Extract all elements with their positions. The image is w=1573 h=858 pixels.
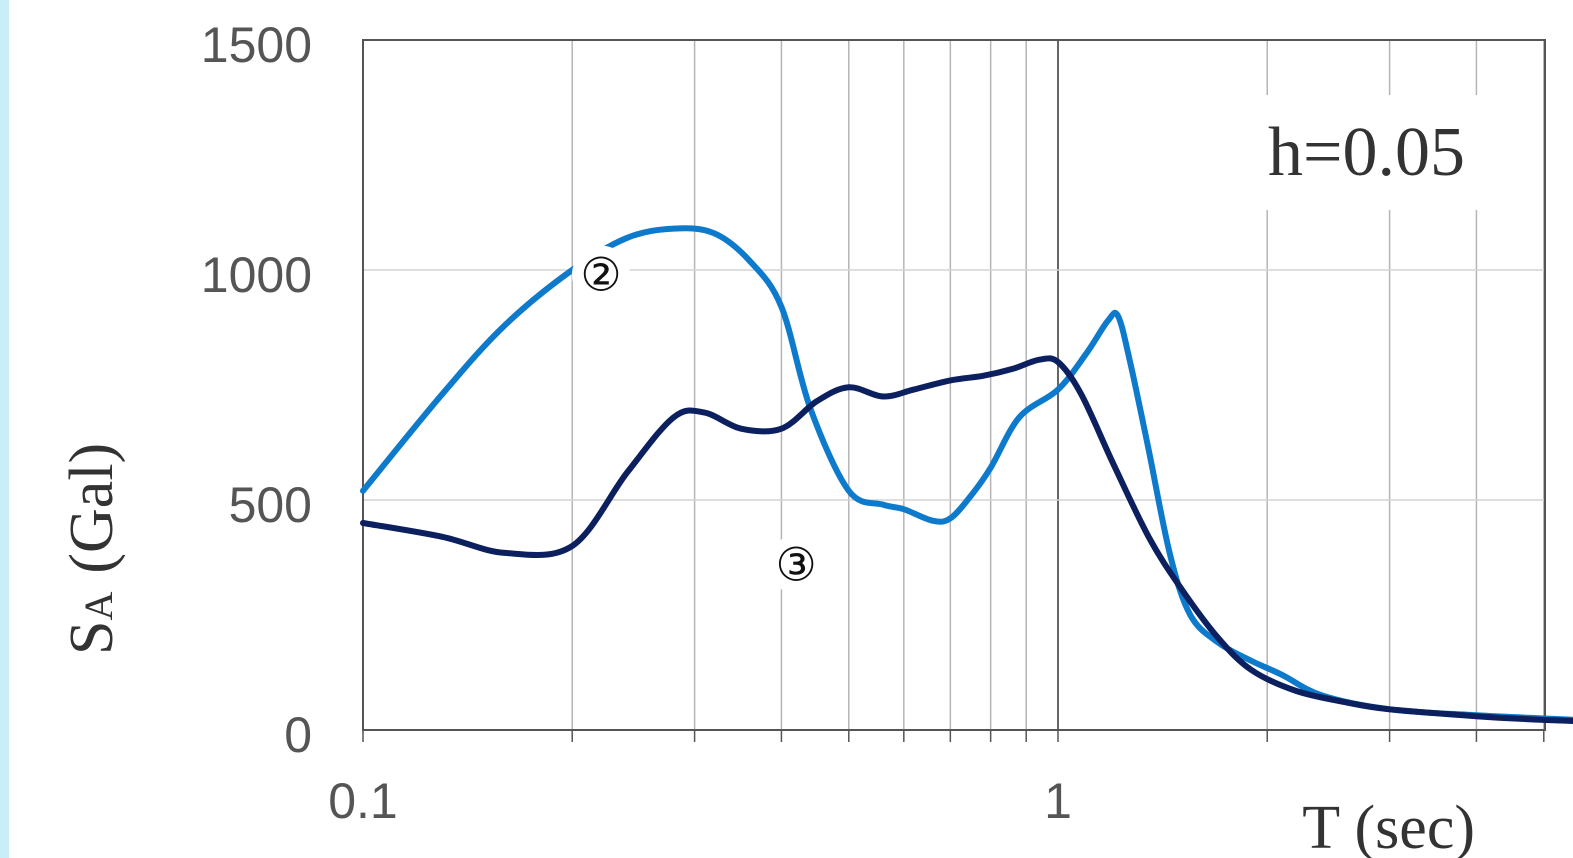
y-tick-label-0: 0	[284, 707, 312, 763]
y-axis-title: SA (Gal)	[58, 443, 126, 655]
series-line-2	[360, 225, 1573, 723]
series-label-text: ②	[580, 248, 621, 302]
y-tick-label-500: 500	[229, 477, 312, 533]
y-axis-title-text: SA (Gal)	[58, 443, 126, 655]
grid-lines	[362, 39, 1545, 742]
series-label-bg	[767, 535, 826, 594]
series-label-2: ②	[571, 245, 630, 304]
left-edge-strip	[0, 0, 9, 858]
y-axis-unit: (Gal)	[58, 443, 126, 574]
x-tick-label-1: 1	[1044, 773, 1072, 829]
x-tick-label-0.1: 0.1	[328, 773, 398, 829]
series-label-text: ③	[776, 537, 817, 591]
series-labels: ②③	[571, 245, 826, 594]
series-lines	[360, 225, 1573, 724]
plot-frame	[362, 39, 1546, 731]
series-line-3	[360, 355, 1573, 724]
x-axis-title: T (sec)	[1302, 794, 1475, 858]
annotation-background	[1200, 95, 1490, 210]
y-tick-label-1000: 1000	[201, 247, 312, 303]
y-axis-symbol: S	[58, 621, 126, 655]
series-label-3: ③	[767, 535, 826, 594]
y-tick-label-1500: 1500	[201, 17, 312, 73]
y-axis-subscript: A	[76, 592, 121, 621]
damping-annotation: h=0.05	[1268, 114, 1465, 191]
series-label-bg	[571, 245, 630, 304]
